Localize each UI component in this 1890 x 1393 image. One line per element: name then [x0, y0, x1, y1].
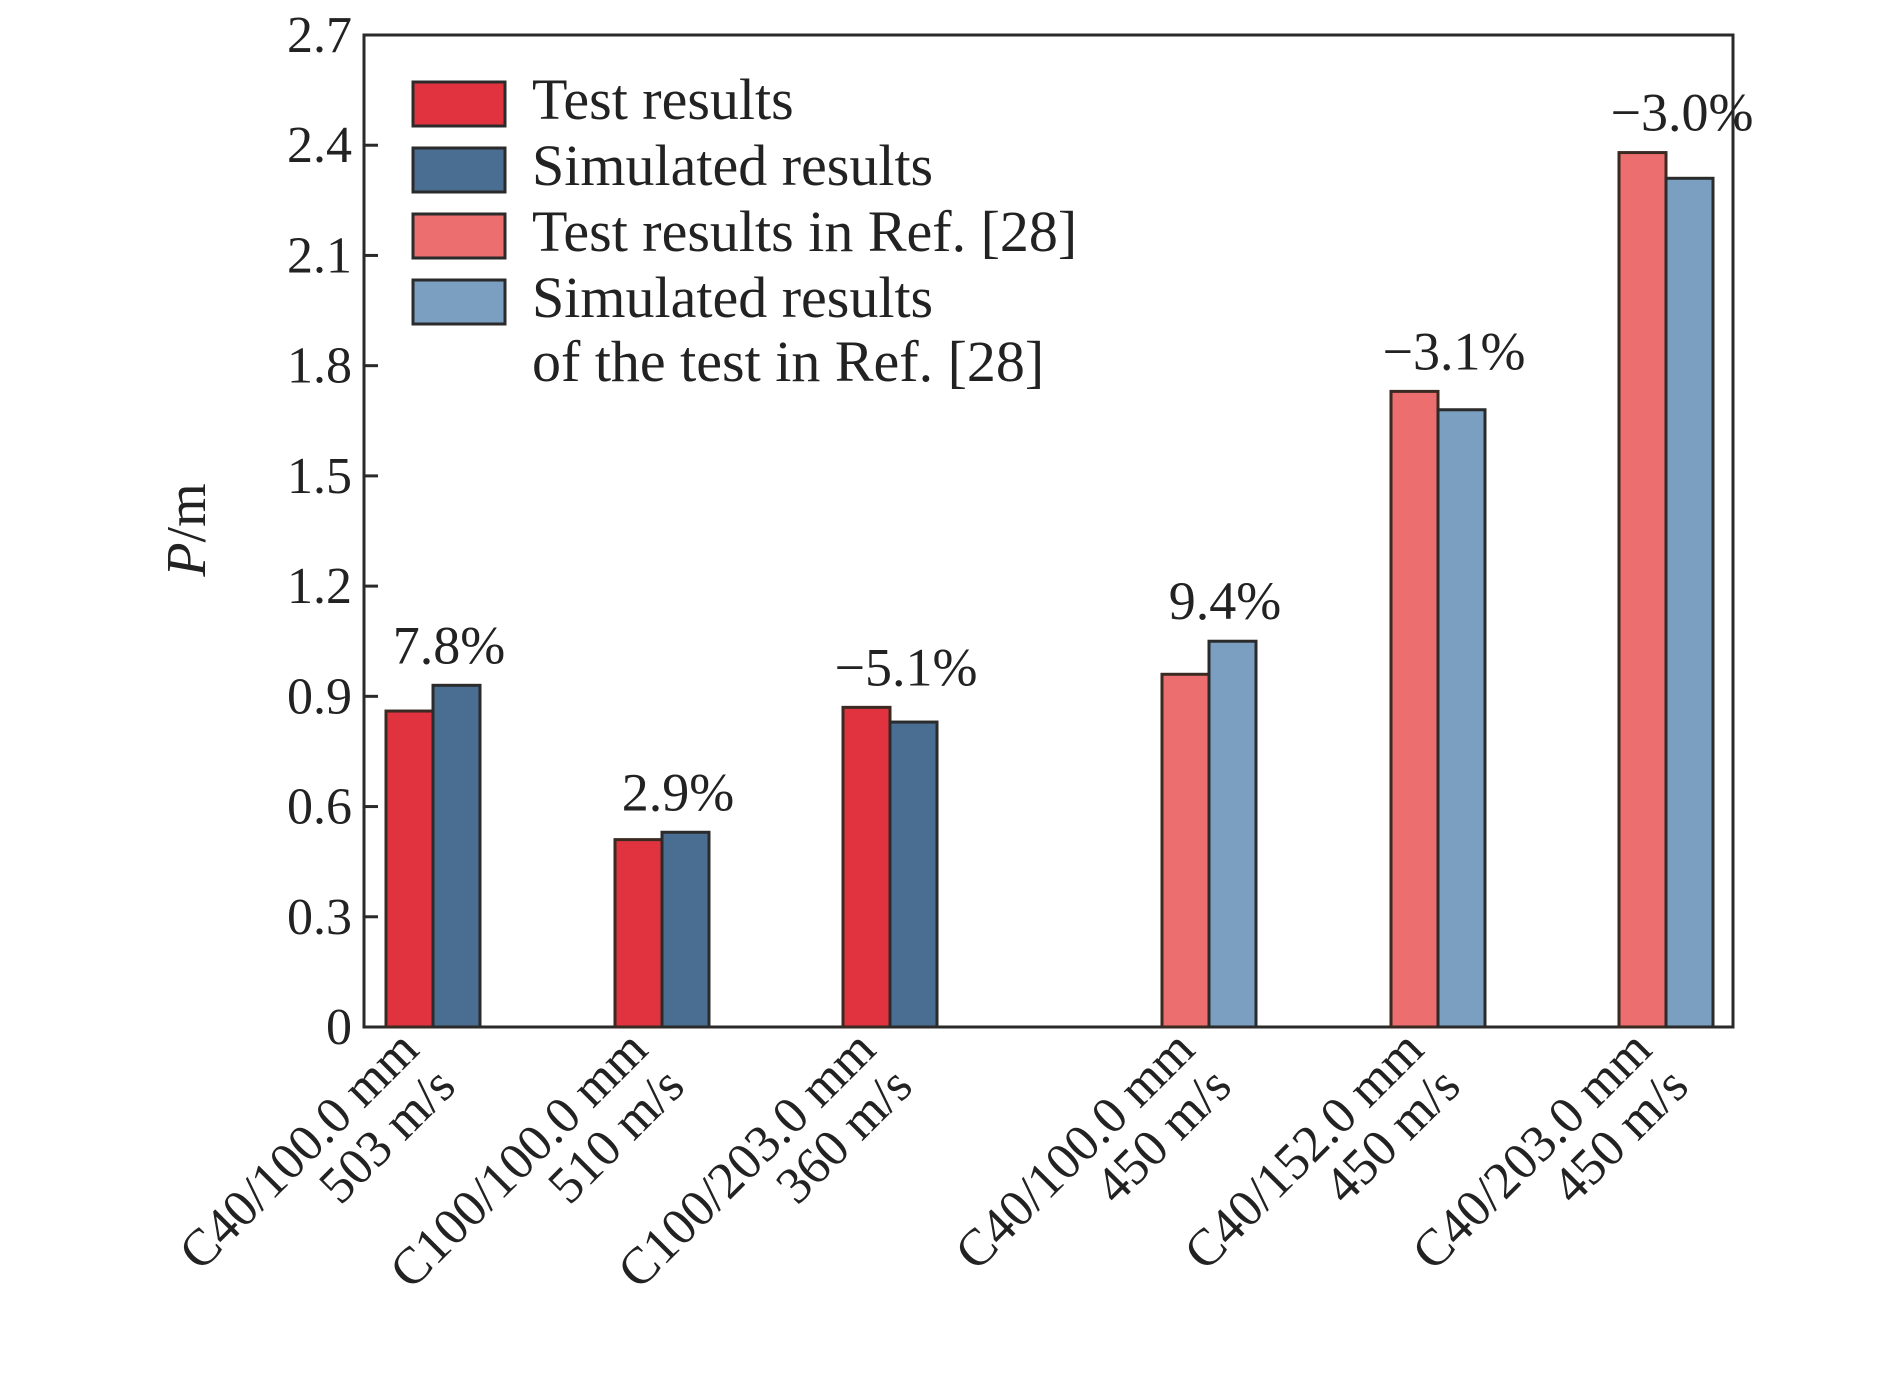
data-label-percent: 9.4% [1169, 571, 1281, 631]
data-label-percent: −5.1% [835, 637, 978, 697]
data-label-percent: −3.1% [1383, 321, 1526, 381]
bar-test-result [1160, 672, 1211, 1029]
legend-label-line2: of the test in Ref. [28] [532, 329, 1044, 394]
y-axis-label-unit: /m [156, 483, 218, 542]
bar-test-result [384, 709, 435, 1029]
bar-simulated-result [1664, 176, 1715, 1029]
legend-label: Simulated results [532, 133, 933, 198]
data-labels-layer: 7.8% 2.9% −5.1% 9.4% −3.1% −3.0% [393, 83, 1754, 823]
legend-swatch [411, 278, 507, 326]
y-axis-label-symbol: P [156, 542, 218, 577]
y-axis: 0 0.3 0.6 0.9 1.2 1.5 1.8 2.1 2.4 2.7 [287, 7, 378, 1056]
y-tick-label: 2.7 [287, 7, 352, 64]
bar-test-result [1389, 389, 1440, 1029]
bars-layer [384, 151, 1715, 1029]
data-label-percent: 2.9% [622, 762, 734, 822]
plot-frame [362, 33, 1735, 1029]
bar-test-result [613, 838, 664, 1029]
y-axis-label: P/m [156, 483, 218, 577]
legend-label: Simulated results [532, 265, 933, 330]
y-tick-label: 1.2 [287, 558, 352, 615]
bar-test-result [841, 705, 892, 1029]
legend-swatch [411, 146, 507, 194]
y-tick-label: 0.3 [287, 889, 352, 946]
plot-area [362, 33, 1735, 1029]
bar-simulated-result [431, 683, 482, 1029]
bar-test-result [1617, 151, 1668, 1029]
y-tick-label: 0.9 [287, 668, 352, 725]
data-label-percent: 7.8% [393, 615, 505, 675]
legend-swatch [411, 80, 507, 128]
bar-simulated-result [888, 720, 939, 1029]
y-tick-label: 2.1 [287, 227, 352, 284]
data-label-percent: −3.0% [1611, 83, 1754, 143]
legend-label: Test results [532, 67, 794, 132]
bar-simulated-result [1436, 408, 1487, 1029]
bar-simulated-result [660, 830, 711, 1029]
y-tick-label: 1.5 [287, 448, 352, 505]
bar-simulated-result [1207, 639, 1258, 1029]
y-tick-label: 1.8 [287, 338, 352, 395]
y-tick-label: 0.6 [287, 779, 352, 836]
legend-label: Test results in Ref. [28] [532, 199, 1077, 264]
y-tick-label: 2.4 [287, 117, 352, 174]
y-tick-label: 0 [326, 999, 352, 1056]
legend-swatch [411, 212, 507, 260]
